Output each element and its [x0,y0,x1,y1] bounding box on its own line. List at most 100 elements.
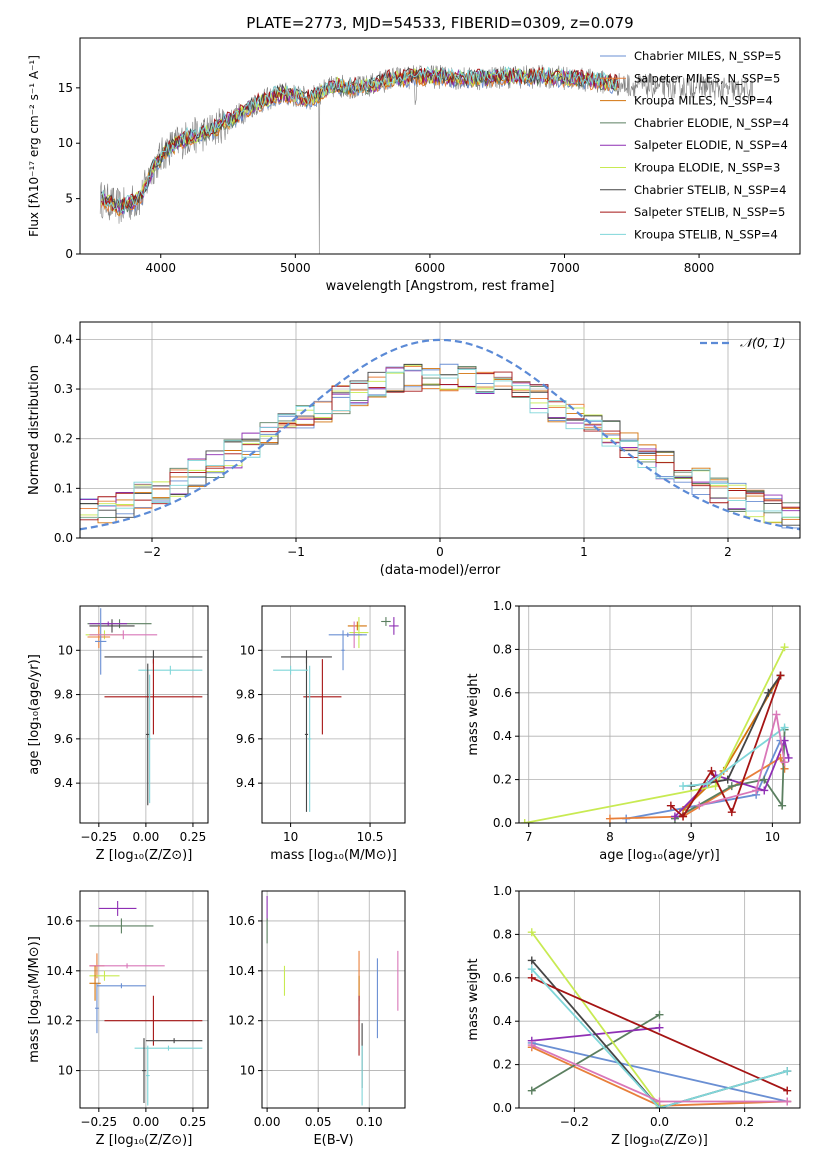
x-tick-label: 10.5 [357,830,384,844]
errorbar-point [98,900,137,916]
series-marker [727,808,736,817]
x-tick-label: 7 [525,830,533,844]
series-marker [695,801,704,810]
y-tick-label: 10.2 [46,1014,73,1028]
x-tick-label: −2 [143,545,161,559]
series-marker [655,1097,664,1106]
series-marker [527,965,536,974]
series-marker [752,786,761,795]
series-marker [703,779,712,788]
plot-area [527,928,792,1108]
chart-mass-vs-ebv: 0.00 0.05 0.10 10 10.2 10.4 10.6 E(B-V) [228,890,406,1148]
axes-frame [261,605,406,824]
y-tick-label: 0.1 [54,481,73,495]
chart-spectrum: Chabrier MILES, N_SSP=5 Salpeter MILES, N… [27,37,801,294]
y-tick-label: 10 [240,1064,255,1078]
x-tick-label: 0 [436,545,444,559]
errorbar-point [303,659,342,735]
plot-area [273,617,399,812]
y-tick-label: 15 [58,81,73,95]
x-tick-label: 5000 [280,261,311,275]
errorbar-point [89,965,101,1001]
legend-entry: Salpeter MILES, N_SSP=5 [634,71,780,85]
y-axis-label: age [log₁₀(age/yr)] [27,654,42,775]
y-tick-label: 0.3 [54,382,73,396]
y-tick-label: 0.0 [54,531,73,545]
series-marker [780,643,789,652]
chart-residuals: 𝒩(0, 1) −2 −1 0 1 2 0.0 0.1 0.2 0.3 0.4 (data-model… [27,321,801,578]
y-tick-label: 10.6 [46,914,73,928]
x-tick-label: 0.00 [133,1115,160,1129]
y-tick-label: 10.4 [228,964,255,978]
legend-entry: Salpeter STELIB, N_SSP=5 [634,205,785,219]
errorbar-point [138,665,203,675]
y-tick-label: 0.6 [493,971,512,985]
x-tick-label: −1 [287,545,305,559]
y-tick-label: 0.0 [493,1101,512,1115]
series-marker [783,1067,792,1076]
plot-area [99,64,753,254]
chart-age-vs-Z: −0.25 0.00 0.25 9.4 9.6 9.8 10 Z [log₁₀(Z/Z⊙)] a… [27,605,209,863]
plot-area [85,608,203,806]
y-tick-label: 0.4 [493,1014,512,1028]
plot-area [80,338,800,531]
x-tick-label: 2 [724,545,732,559]
errorbar-point [389,617,399,635]
series-marker [666,801,675,810]
chart-weight-vs-Z: −0.2 0.0 0.2 0.0 0.2 0.4 0.6 0.8 1.0 Z [log₁₀(Z/Z… [466,884,801,1148]
series-line [531,1042,788,1103]
series-marker [707,766,716,775]
series-marker [520,819,529,823]
y-tick-label: 0.2 [493,773,512,787]
x-tick-label: 6000 [415,261,446,275]
x-tick-label: 0.00 [133,830,160,844]
series-marker [772,710,781,719]
legend-entry: Chabrier MILES, N_SSP=5 [634,49,781,63]
series-marker [778,801,787,810]
chart-mass-vs-Z: −0.25 0.00 0.25 10 10.2 10.4 10.6 Z [log₁₀(Z/Z⊙… [27,890,209,1148]
legend-entry: Kroupa ELODIE, N_SSP=3 [634,161,780,175]
errorbar-point [347,621,367,631]
y-axis-label: Flux [fλ10⁻¹⁷ erg cm⁻² s⁻¹ A⁻¹] [27,55,41,237]
series-line [531,968,788,1108]
x-tick-label: 10 [283,830,298,844]
gaussian-curve [80,338,800,531]
y-tick-label: 10 [58,643,73,657]
x-axis-label: wavelength [Angstrom, rest frame] [326,279,555,294]
figure-title: PLATE=2773, MJD=54533, FIBERID=0309, z=0… [246,14,633,32]
spectrum-legend: Chabrier MILES, N_SSP=5 Salpeter MILES, N… [600,49,789,241]
weight-series [605,753,789,823]
series-marker [760,775,769,784]
errorbar-point [349,617,369,649]
x-tick-label: 4000 [145,261,176,275]
errorbar-point [96,983,146,989]
series-marker [764,688,773,697]
series-marker [679,812,688,821]
series-marker [727,782,736,791]
x-tick-label: 0.05 [305,1115,332,1129]
errorbar-point [89,630,158,640]
y-tick-label: 0.2 [54,432,73,446]
residual-histogram [80,371,800,521]
series-line [531,931,661,1107]
legend-entry: Kroupa MILES, N_SSP=4 [634,94,773,108]
y-tick-label: 10 [58,1064,73,1078]
x-tick-label: −0.25 [80,1115,117,1129]
y-tick-label: 9.4 [54,776,73,790]
y-tick-label: 5 [65,192,73,206]
y-tick-label: 9.6 [54,732,73,746]
y-tick-label: 0.4 [54,332,73,346]
errorbar-point [104,995,203,1046]
x-tick-label: 0.00 [254,1115,281,1129]
y-tick-label: 0.4 [493,729,512,743]
series-line [531,1013,660,1092]
y-tick-label: 9.4 [236,776,255,790]
x-axis-label: (data-model)/error [380,563,501,578]
series-marker [605,814,614,823]
x-tick-label: 0.10 [356,1115,383,1129]
errorbar-point [89,621,128,626]
y-tick-label: 9.8 [236,688,255,702]
errorbar-point [89,619,135,633]
legend-entry: 𝒩(0, 1) [740,335,786,350]
